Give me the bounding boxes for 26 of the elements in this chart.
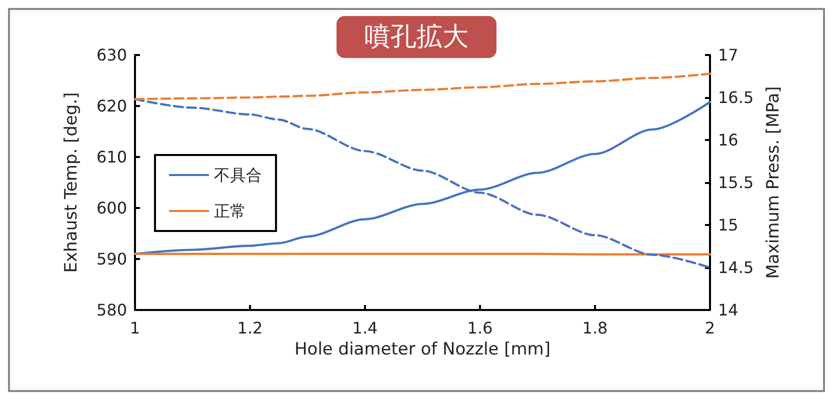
- y-tick-label: 590: [96, 250, 127, 268]
- x-tick-label: 1.8: [582, 318, 608, 338]
- x-tick-label: 1.2: [237, 318, 263, 338]
- legend-label: 不具合: [214, 166, 262, 184]
- x-tick-label: 1.4: [352, 318, 378, 338]
- y2-tick-label: 14.5: [718, 258, 754, 277]
- x-tick-label: 2: [704, 318, 716, 338]
- chart-title: 噴孔拡大: [364, 22, 468, 52]
- y2-tick-label: 16: [718, 130, 738, 150]
- y2-tick-label: 17: [718, 46, 738, 64]
- x-tick-label: 1.6: [467, 318, 493, 338]
- y-axis-title: Exhaust Temp. [deg.]: [62, 92, 82, 273]
- y2-axis-title: Maximum Press. [MPa]: [764, 86, 784, 279]
- y2-tick-label: 15.5: [718, 173, 754, 192]
- y2-tick-label: 15: [718, 216, 738, 234]
- y2-tick-label: 14: [718, 300, 738, 320]
- y-tick-label: 620: [96, 96, 127, 116]
- y-tick-label: 610: [96, 148, 127, 166]
- legend-label: 正常: [214, 202, 246, 220]
- line-series: [134, 72, 712, 100]
- y2-tick-label: 16.5: [718, 88, 754, 107]
- y-tick-label: 630: [96, 46, 127, 64]
- y-tick-label: 600: [96, 198, 127, 218]
- x-tick-label: 1: [130, 318, 140, 338]
- x-axis-title: Hole diameter of Nozzle [mm]: [294, 339, 550, 360]
- y-tick-label: 580: [96, 300, 127, 320]
